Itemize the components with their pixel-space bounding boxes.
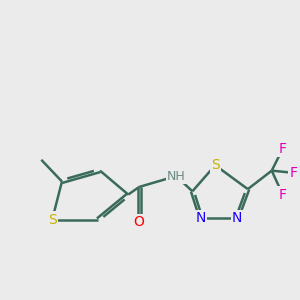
Text: NH: NH (167, 169, 185, 183)
Text: N: N (232, 212, 242, 226)
Text: S: S (48, 213, 56, 226)
Text: F: F (279, 188, 286, 202)
Text: S: S (211, 158, 220, 172)
Text: F: F (279, 142, 286, 156)
Text: F: F (290, 166, 298, 180)
Text: O: O (134, 215, 145, 229)
Text: N: N (196, 212, 206, 226)
